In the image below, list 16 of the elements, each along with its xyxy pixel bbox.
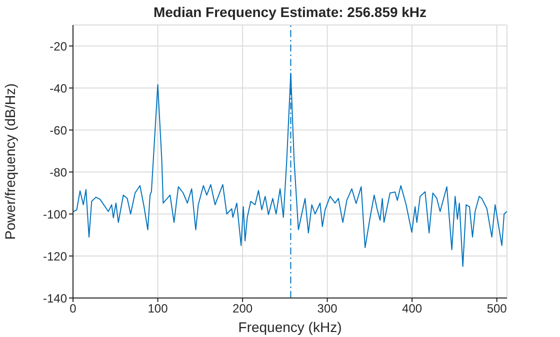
y-tick-label: -140	[42, 291, 68, 306]
y-tick-label: -120	[42, 249, 68, 264]
x-tick-label: 300	[317, 302, 338, 316]
chart-title: Median Frequency Estimate: 256.859 kHz	[152, 4, 428, 20]
y-tick-label: -100	[42, 207, 68, 222]
y-tick-label: -80	[50, 165, 68, 180]
x-tick-label: 400	[402, 302, 422, 316]
x-tick-label: 200	[232, 302, 253, 316]
y-axis-title: Power/frequency (dB/Hz)	[2, 83, 18, 240]
x-tick-label: 500	[486, 302, 508, 316]
x-tick-label: 100	[148, 302, 168, 316]
y-tick-label: -20	[50, 39, 68, 54]
x-axis-title: Frequency (kHz)	[238, 319, 342, 335]
y-tick-label: -60	[50, 123, 68, 138]
y-tick-label: -40	[50, 81, 68, 96]
x-tick-label: 0	[70, 302, 77, 316]
